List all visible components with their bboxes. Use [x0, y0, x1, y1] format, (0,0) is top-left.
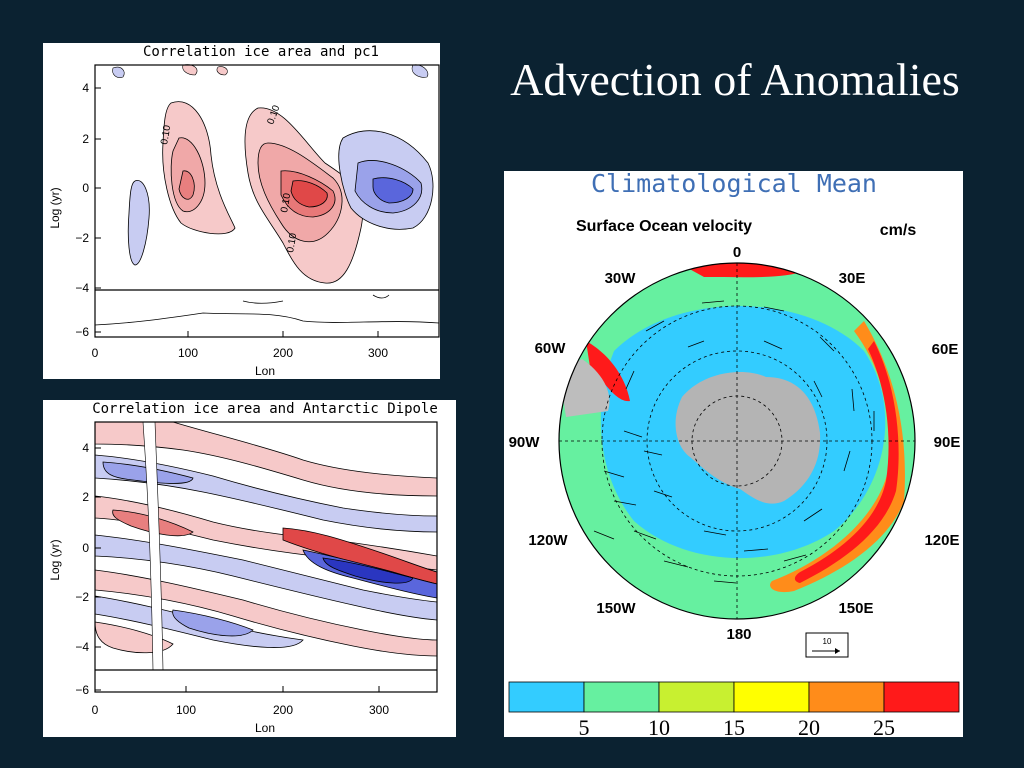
reference-vector: 10 [805, 632, 849, 658]
pc1-contour-field [112, 64, 434, 284]
y-tick-label: 4 [82, 441, 89, 455]
contour-label: 0.10 [285, 232, 299, 254]
pc1-plot-title: Correlation ice area and pc1 [143, 44, 379, 60]
colorbar-tick: 20 [798, 715, 820, 737]
contour-label: 0.10 [159, 124, 173, 146]
slide-title: Advection of Anomalies [510, 54, 960, 105]
pc1-correlation-plot: Correlation ice area and pc1 0.10 0.10 0… [48, 44, 440, 378]
colorbar-tick: 25 [873, 715, 895, 737]
colorbar-tick: 15 [723, 715, 745, 737]
panel-dipole-correlation: Correlation ice area and Antarctic Dipol… [43, 400, 456, 737]
x-axis-label: Lon [255, 364, 275, 378]
colorbar-segment [808, 681, 885, 713]
x-tick-label: 100 [176, 703, 196, 717]
y-tick-label: −4 [75, 640, 89, 654]
dipole-correlation-plot: Correlation ice area and Antarctic Dipol… [48, 401, 438, 735]
colorbar-segment [508, 681, 585, 713]
y-tick-label: 4 [82, 81, 89, 95]
polar-velocity-field [559, 263, 915, 619]
x-tick-label: 0 [92, 703, 99, 717]
lon-label: 90E [934, 434, 961, 451]
y-tick-label: −6 [75, 683, 89, 697]
lon-label: 150W [596, 600, 636, 617]
x-tick-label: 200 [273, 703, 293, 717]
colorbar-tick: 10 [648, 715, 670, 737]
lon-label: 0 [733, 244, 741, 261]
x-tick-label: 0 [92, 346, 99, 360]
lon-label: 120W [528, 532, 568, 549]
x-axis-label: Lon [255, 721, 275, 735]
y-axis-label: Log (yr) [48, 187, 62, 228]
y-tick-label: −2 [75, 231, 89, 245]
x-tick-label: 100 [178, 346, 198, 360]
colorbar-tick: 5 [579, 715, 590, 737]
ocean-velocity-map: Climatological Mean Surface Ocean veloci… [508, 171, 961, 737]
colorbar: 5 10 15 20 25 [508, 681, 960, 737]
y-axis-label: Log (yr) [48, 539, 62, 580]
contour-label: 0.10 [279, 192, 293, 214]
reference-vector-label: 10 [823, 637, 832, 646]
map-subtitle: Surface Ocean velocity [576, 218, 752, 235]
lon-label: 180 [726, 626, 751, 643]
y-tick-label: 0 [82, 541, 89, 555]
x-tick-label: 300 [368, 346, 388, 360]
y-tick-label: −6 [75, 325, 89, 339]
lon-label: 30W [605, 270, 637, 287]
panel-ocean-velocity-map: Climatological Mean Surface Ocean veloci… [504, 171, 963, 737]
y-tick-label: −2 [75, 590, 89, 604]
dipole-contour-field [94, 421, 438, 671]
colorbar-segment [733, 681, 810, 713]
x-tick-label: 300 [369, 703, 389, 717]
colorbar-segment [658, 681, 735, 713]
y-tick-label: 2 [82, 490, 89, 504]
x-tick-label: 200 [273, 346, 293, 360]
lon-label: 150E [838, 600, 873, 617]
lon-label: 90W [509, 434, 541, 451]
y-tick-label: −4 [75, 281, 89, 295]
lon-label: 120E [924, 532, 959, 549]
y-tick-label: 2 [82, 132, 89, 146]
map-units: cm/s [880, 222, 917, 239]
map-title: Climatological Mean [591, 171, 877, 198]
colorbar-segment [883, 681, 960, 713]
panel-pc1-correlation: Correlation ice area and pc1 0.10 0.10 0… [43, 43, 440, 379]
dipole-plot-title: Correlation ice area and Antarctic Dipol… [92, 401, 438, 417]
lon-label: 30E [839, 270, 866, 287]
colorbar-segment [583, 681, 660, 713]
lon-label: 60W [535, 340, 567, 357]
lon-label: 60E [932, 341, 959, 358]
y-tick-label: 0 [82, 181, 89, 195]
